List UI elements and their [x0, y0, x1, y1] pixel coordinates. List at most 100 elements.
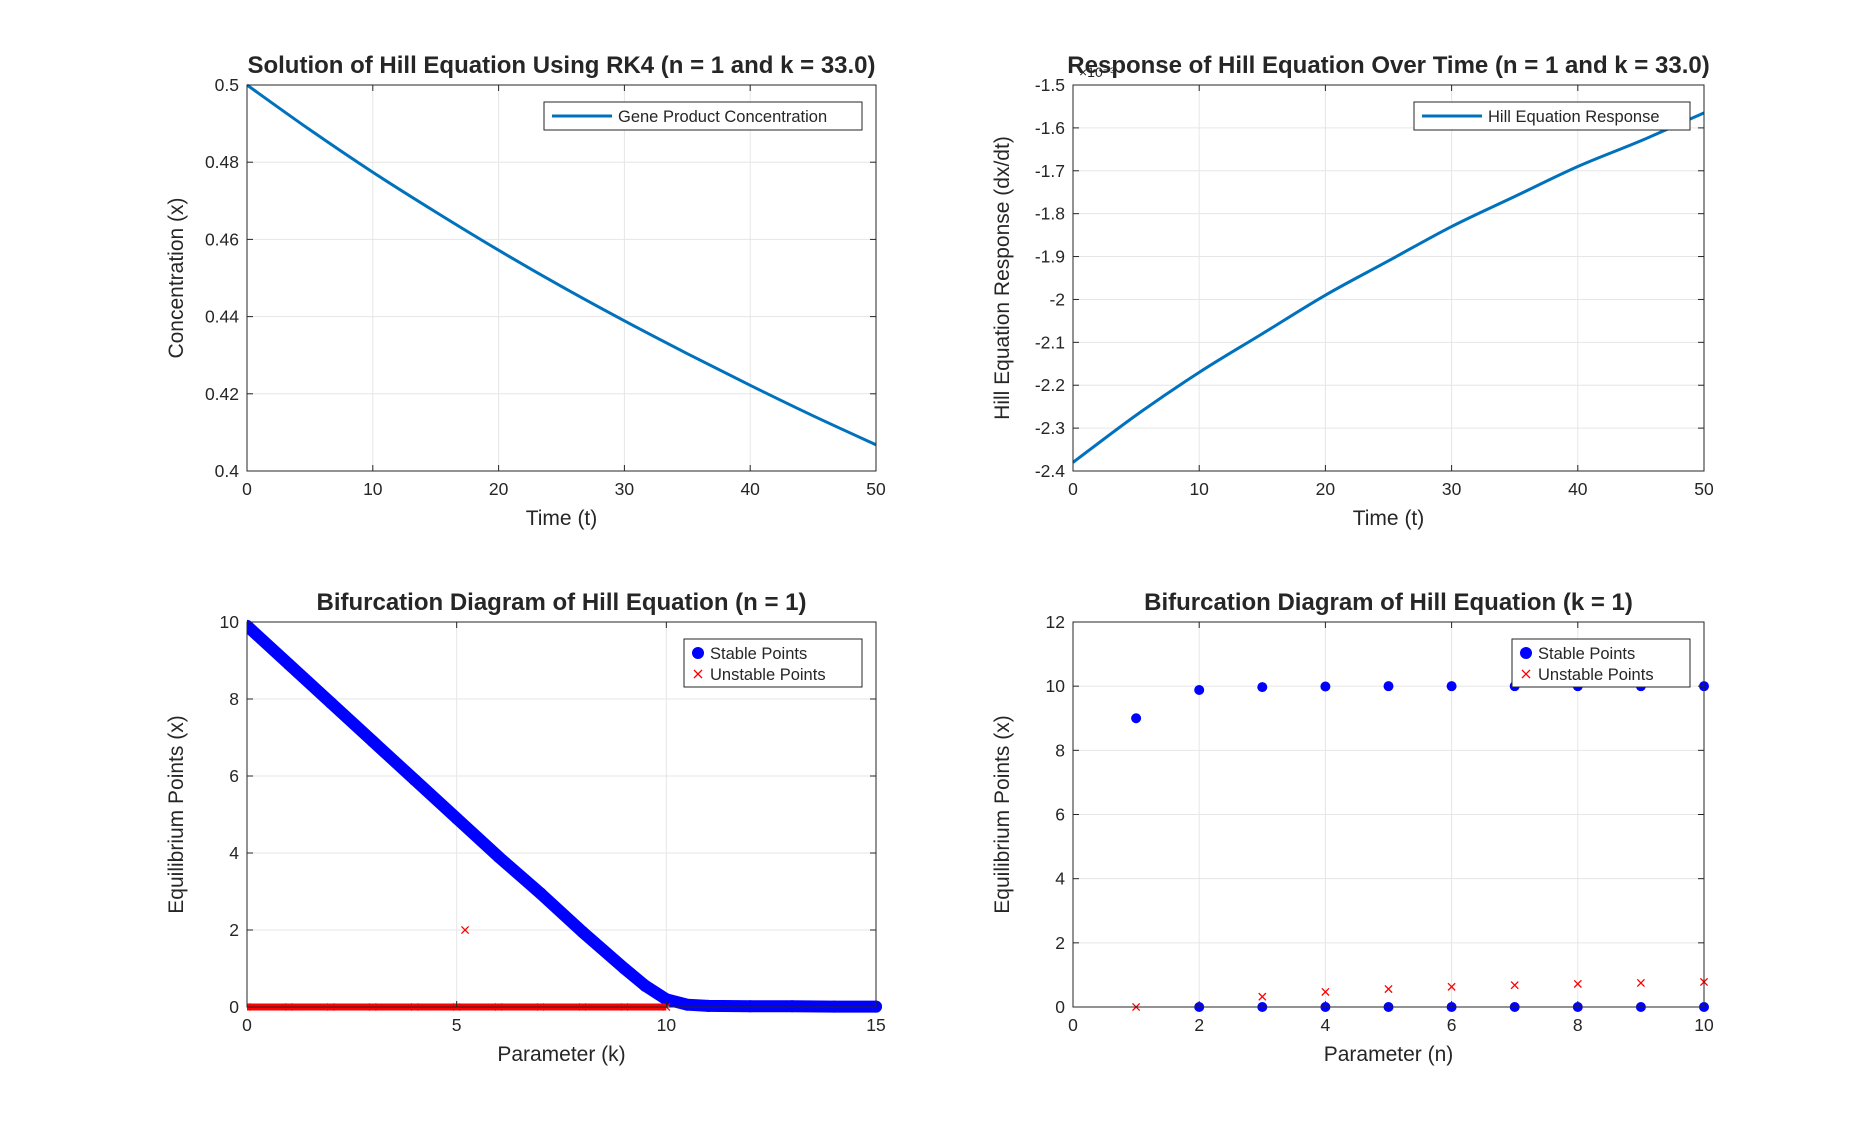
stable-point	[618, 962, 631, 975]
stable-point	[1446, 681, 1457, 692]
x-tick-label: 0	[1068, 479, 1078, 499]
chart-title: Solution of Hill Equation Using RK4 (n =…	[247, 52, 875, 79]
y-tick-label: -1.5	[1035, 75, 1065, 95]
legend-box	[683, 638, 863, 688]
x-axis-label: Time (t)	[1353, 507, 1425, 530]
y-tick-label: 0.44	[205, 307, 239, 327]
y-tick-label: 10	[220, 612, 240, 632]
y-tick-label: 8	[229, 689, 239, 709]
legend-dot-swatch	[1520, 647, 1532, 659]
legend-entry-label: Unstable Points	[710, 666, 826, 684]
data-layer	[247, 83, 877, 447]
y-tick-label: 0	[1055, 997, 1065, 1017]
x-tick-label: 20	[489, 479, 509, 499]
x-tick-label: 10	[363, 479, 383, 499]
x-axis-label: Parameter (n)	[1324, 1043, 1454, 1066]
y-axis-label: Equilibrium Points (x)	[165, 715, 188, 913]
y-tick-label: 0.46	[205, 229, 239, 249]
legend: Hill Equation Response	[1413, 101, 1691, 131]
x-tick-label: 10	[1189, 479, 1209, 499]
stable-point	[576, 925, 589, 938]
x-tick-label: 4	[1321, 1015, 1331, 1035]
x-tick-label: 10	[657, 1015, 677, 1035]
stable-branch	[247, 619, 882, 1013]
y-tick-label: 8	[1055, 740, 1065, 760]
x-axis-label: Parameter (k)	[497, 1043, 625, 1066]
stable-point	[534, 887, 547, 900]
y-tick-label: 0.5	[215, 75, 239, 95]
y-tick-label: -2	[1049, 289, 1065, 309]
legend-box	[1511, 638, 1691, 688]
stable-point	[450, 812, 463, 825]
unstable-point	[1510, 981, 1519, 990]
legend-entry-label: Stable Points	[1538, 645, 1635, 663]
y-exponent-label: ×10⁻³	[1079, 64, 1115, 80]
y-tick-label: 2	[229, 920, 239, 940]
subplot-3: 0 5 10 15 0 2 4 6 8 10 Bifurcation Diagram of Hill…	[165, 589, 886, 1066]
unstable-point	[1447, 982, 1456, 991]
axes-frame	[1072, 84, 1705, 472]
x-tick-label: 0	[242, 1015, 252, 1035]
subplot-4: 0 2 4 6 8 10 0 2 4 6 8 10 12 Bifurcation Diagram of H…	[991, 589, 1714, 1066]
stable-point	[408, 773, 421, 786]
stable-point	[282, 658, 295, 671]
x-tick-label: 2	[1194, 1015, 1204, 1035]
series-line-1	[1073, 111, 1705, 464]
stable-point	[660, 993, 673, 1006]
unstable-point	[1573, 979, 1582, 988]
y-tick-label: 2	[1055, 933, 1065, 953]
unstable-point	[1258, 992, 1267, 1001]
y-tick-label: 0.42	[205, 384, 239, 404]
unstable-point	[1636, 978, 1645, 987]
y-tick-label: -1.8	[1035, 204, 1065, 224]
y-tick-label: -1.7	[1035, 161, 1065, 181]
legend-x-swatch	[693, 669, 703, 679]
chart-title: Bifurcation Diagram of Hill Equation (n …	[316, 589, 806, 616]
y-tick-label: 4	[229, 843, 239, 863]
y-tick-label: 0.4	[215, 461, 240, 481]
x-tick-label: 20	[1316, 479, 1336, 499]
stable-point	[1257, 682, 1268, 693]
unstable-point	[247, 1002, 252, 1012]
x-tick-label: 40	[740, 479, 760, 499]
y-tick-label: 6	[1055, 805, 1065, 825]
x-axis-label: Time (t)	[526, 507, 598, 530]
stable-point	[681, 998, 694, 1011]
data-layer	[1073, 111, 1705, 464]
chart-title: Response of Hill Equation Over Time (n =…	[1067, 52, 1709, 79]
y-tick-label: 0.48	[205, 152, 239, 172]
unstable-point	[1384, 984, 1393, 994]
y-tick-label: 10	[1046, 676, 1066, 696]
unstable-point	[1321, 987, 1330, 996]
x-tick-label: 50	[1694, 479, 1714, 499]
stable-point	[366, 735, 379, 748]
y-tick-label: 0	[229, 997, 239, 1017]
y-axis-label: Hill Equation Response (dx/dt)	[991, 136, 1014, 420]
x-tick-label: 30	[1442, 479, 1462, 499]
stable-point	[1194, 685, 1205, 696]
x-tick-label: 50	[866, 479, 886, 499]
legend-entry-label: Unstable Points	[1538, 666, 1654, 684]
axes-frame	[246, 84, 877, 472]
y-tick-label: -2.4	[1035, 461, 1065, 481]
stable-point	[786, 1000, 799, 1013]
legend-dot-swatch	[692, 647, 704, 659]
x-tick-label: 0	[242, 479, 252, 499]
x-tick-label: 5	[452, 1015, 462, 1035]
legend-x-swatch	[1521, 669, 1531, 679]
x-tick-label: 10	[1694, 1015, 1714, 1035]
legend-entry-label: Stable Points	[710, 645, 807, 663]
x-tick-label: 8	[1573, 1015, 1583, 1035]
subplot-1: 0 10 20 30 40 50 0.4 0.42 0.44 0.46 0.48 0.5 Solutio…	[165, 52, 886, 530]
y-tick-label: 12	[1046, 612, 1065, 632]
x-tick-label: 6	[1447, 1015, 1457, 1035]
stable-point	[1383, 681, 1394, 692]
unstable-point	[460, 925, 470, 935]
legend-entry-label: Gene Product Concentration	[618, 108, 827, 126]
y-tick-label: -1.6	[1035, 118, 1065, 138]
legend: Stable Points Unstable Points	[683, 638, 863, 688]
stable-point	[639, 979, 652, 992]
y-axis-label: Equilibrium Points (x)	[991, 715, 1014, 913]
x-tick-label: 30	[615, 479, 635, 499]
